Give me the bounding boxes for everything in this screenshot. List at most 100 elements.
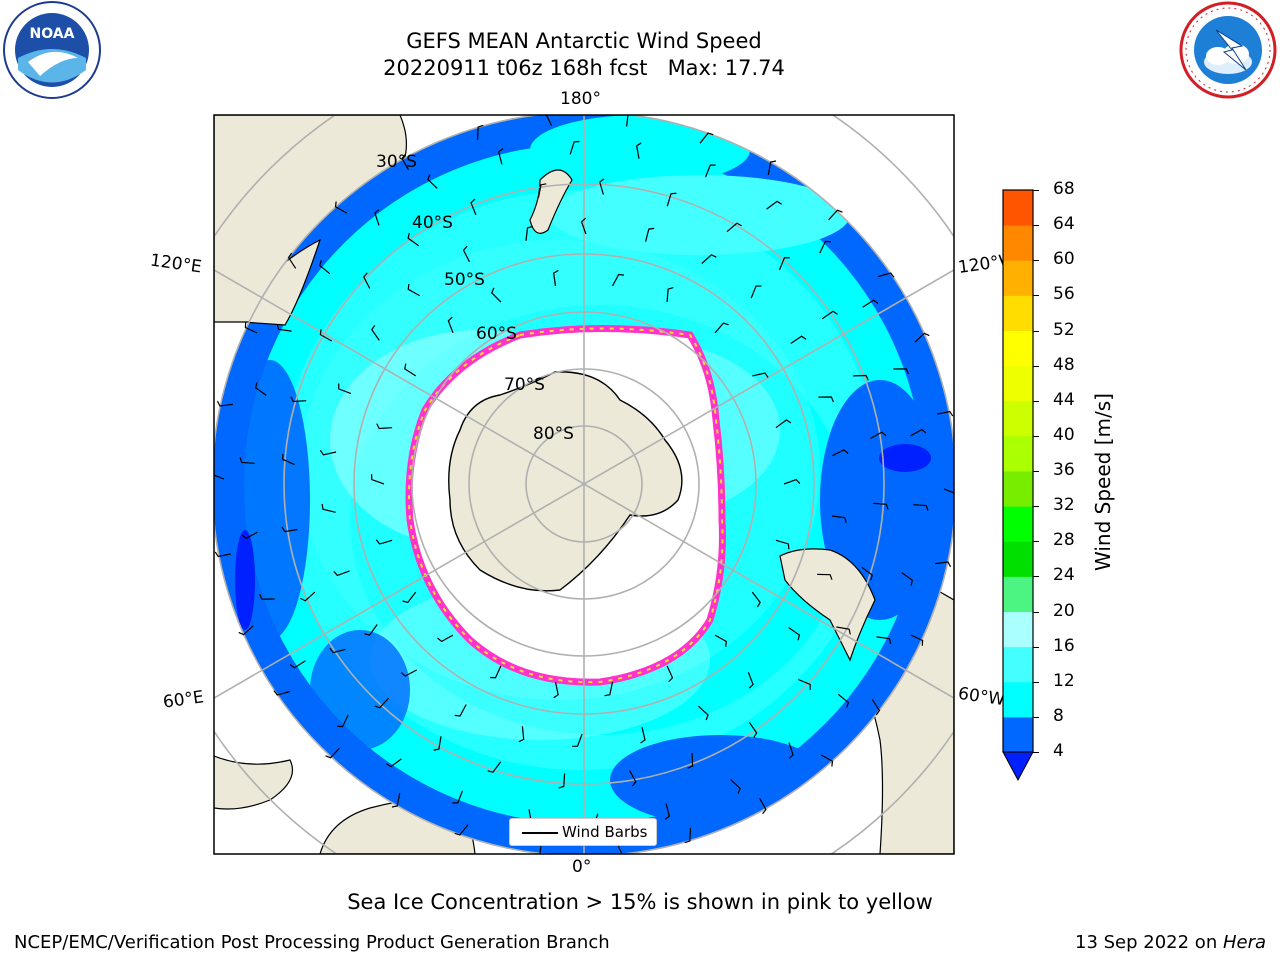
wind-barb (300, 591, 316, 602)
wind-barb (371, 324, 380, 341)
wind-barb (569, 140, 580, 155)
antarctica (405, 325, 726, 686)
nws-logo (1179, 1, 1277, 99)
antarctica-land (448, 371, 683, 592)
lat-label-80s: 80°S (533, 424, 574, 444)
colorbar-tick-mark (1033, 681, 1039, 683)
wind-barbs (214, 115, 954, 854)
colorbar-swatch (1003, 435, 1033, 472)
wind-barb (797, 678, 811, 690)
wind-barb (901, 572, 914, 586)
colorbar-tick-mark (1033, 646, 1039, 648)
wind-barb (666, 192, 677, 207)
wind-barb (635, 142, 642, 159)
wind-barb (666, 286, 674, 303)
colorbar-tick-mark (1033, 471, 1039, 472)
colorbar-tick-mark (1033, 576, 1039, 578)
colorbar-tick-mark (1033, 716, 1039, 718)
wind-barb (254, 382, 267, 396)
footer-credit: NCEP/EMC/Verification Post Processing Pr… (14, 932, 610, 953)
wind-barb (407, 232, 420, 247)
wind-barb (374, 697, 389, 709)
colorbar-tick: 60 (1053, 249, 1075, 270)
wind-barb (364, 624, 378, 636)
wind-barb (666, 665, 674, 683)
wind-barb (518, 726, 525, 743)
wind-barb (537, 183, 547, 198)
lat-label-30s: 30°S (376, 152, 417, 172)
wind-barb (321, 503, 336, 513)
colorbar-tick-mark (1033, 400, 1039, 402)
colorbar-tick: 24 (1053, 565, 1075, 586)
wind-barb (491, 287, 502, 303)
wind-barb (454, 704, 467, 717)
wind-barb (831, 515, 847, 524)
wind-barb (525, 225, 533, 241)
colorbar-swatch (1003, 681, 1033, 718)
wind-barb (433, 736, 442, 751)
colorbar-tick-mark (1033, 365, 1039, 367)
colorbar-swatch (1003, 576, 1033, 612)
wind-barb (788, 742, 794, 759)
wind-barb (329, 647, 346, 654)
wind-barb (862, 299, 879, 308)
colorbar-swatch (1003, 400, 1033, 437)
sea-ice-note: Sea Ice Concentration > 15% is shown in … (347, 890, 933, 914)
colorbar-swatch (1003, 330, 1033, 367)
wind-barb (552, 269, 559, 287)
wind-barb (828, 209, 843, 221)
wind-barb (437, 634, 454, 643)
wind-barb (747, 672, 754, 689)
wind-barb (386, 758, 402, 768)
colorbar-tick: 48 (1053, 354, 1075, 375)
wind-barb (861, 566, 873, 581)
wind-barb (664, 803, 671, 820)
colorbar-tick-mark (1033, 435, 1039, 437)
wind-barb (699, 132, 714, 144)
wind-barb (778, 257, 790, 271)
colorbar-tick: 52 (1053, 319, 1075, 340)
colorbar-swatch (1003, 611, 1033, 648)
wind-barb (391, 793, 401, 808)
wind-barb (427, 174, 438, 189)
noaa-logo-text: NOAA (30, 26, 75, 42)
wind-barb (281, 526, 298, 533)
colorbar-tick-mark (1033, 225, 1039, 227)
wind-barb (282, 453, 295, 466)
wind-barb (490, 665, 502, 679)
wind-barb (338, 383, 352, 395)
wind-barb (730, 779, 741, 794)
colorbar-label: Wind Speed [m/s] (1091, 393, 1115, 571)
wind-barb (837, 693, 850, 708)
wind-barb (626, 115, 634, 127)
colorbar-tick: 36 (1053, 460, 1075, 480)
wind-barb (487, 761, 502, 773)
colorbar (1002, 189, 1034, 782)
wind-barb (698, 705, 709, 721)
wind-barb (878, 272, 895, 278)
colorbar-tick: 28 (1053, 530, 1075, 551)
colorbar-swatch (1003, 225, 1033, 261)
wind-barb (259, 593, 275, 600)
wind-barb (748, 721, 758, 738)
wind-barb (402, 591, 417, 604)
lat-label-50s: 50°S (444, 270, 485, 290)
wind-barb (750, 285, 762, 299)
wind-barb (545, 115, 552, 126)
wind-barb (767, 160, 777, 175)
footer-date-text: 13 Sep 2022 on (1075, 932, 1223, 953)
colorbar-min-extend (1002, 751, 1034, 782)
wind-barb (943, 488, 954, 500)
wind-barb (375, 539, 393, 545)
wind-barb (870, 431, 887, 440)
lat-label-60s: 60°S (476, 324, 517, 344)
wind-barb (876, 636, 892, 644)
wind-barb (276, 324, 292, 332)
wind-barb (832, 449, 849, 457)
colorbar-tick-mark (1033, 330, 1039, 332)
wind-barb (775, 539, 790, 550)
wind-barb (687, 753, 694, 769)
wind-barb (604, 681, 614, 697)
wind-barb (818, 396, 834, 403)
wind-barb (714, 322, 729, 334)
